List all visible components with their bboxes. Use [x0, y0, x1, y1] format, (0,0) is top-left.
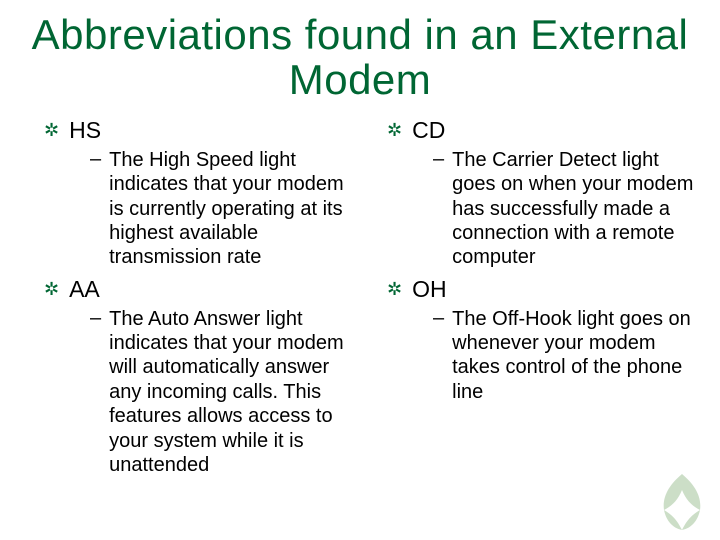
abbrev-desc: The Auto Answer light indicates that you…: [109, 307, 355, 478]
bullet-icon: ✲: [387, 280, 402, 298]
abbrev-term: HS: [69, 117, 101, 144]
right-column: ✲ CD – The Carrier Detect light goes on …: [387, 117, 702, 484]
left-column: ✲ HS – The High Speed light indicates th…: [44, 117, 359, 484]
content-columns: ✲ HS – The High Speed light indicates th…: [0, 117, 720, 484]
dash-icon: –: [433, 148, 444, 171]
dash-icon: –: [90, 148, 101, 171]
list-item: ✲ CD – The Carrier Detect light goes on …: [387, 117, 702, 270]
abbrev-desc: The Off-Hook light goes on whenever your…: [452, 307, 698, 405]
list-item: ✲ AA – The Auto Answer light indicates t…: [44, 276, 359, 478]
list-item: ✲ OH – The Off-Hook light goes on whenev…: [387, 276, 702, 405]
abbrev-desc: The High Speed light indicates that your…: [109, 148, 355, 270]
dash-icon: –: [433, 307, 444, 330]
bullet-icon: ✲: [44, 121, 59, 139]
abbrev-term: OH: [412, 276, 447, 303]
slide-title: Abbreviations found in an External Modem: [0, 0, 720, 117]
bullet-icon: ✲: [44, 280, 59, 298]
list-item: ✲ HS – The High Speed light indicates th…: [44, 117, 359, 270]
abbrev-desc: The Carrier Detect light goes on when yo…: [452, 148, 698, 270]
bullet-icon: ✲: [387, 121, 402, 139]
abbrev-term: CD: [412, 117, 445, 144]
abbrev-term: AA: [69, 276, 100, 303]
dash-icon: –: [90, 307, 101, 330]
